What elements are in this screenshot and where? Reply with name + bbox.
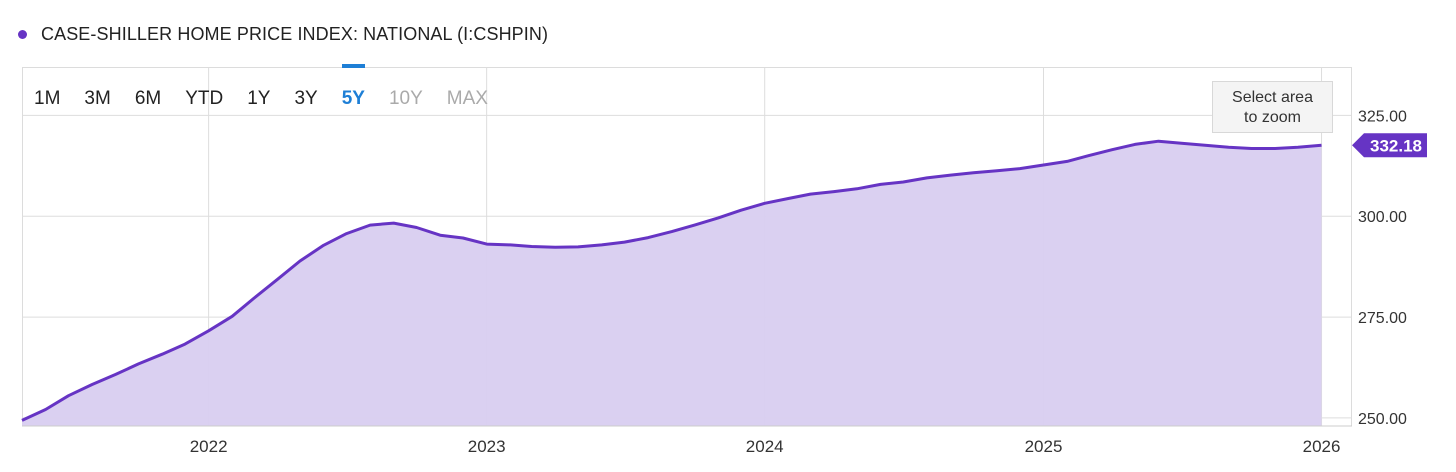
legend-dot-icon [18,30,27,39]
y-tick-label: 250.00 [1358,411,1407,428]
y-tick-label: 275.00 [1358,310,1407,327]
zoom-hint-line2: to zoom [1244,109,1301,126]
x-tick-label: 2023 [468,437,506,456]
x-tick-label: 2026 [1303,437,1341,456]
legend-label: CASE-SHILLER HOME PRICE INDEX: NATIONAL … [41,24,549,44]
zoom-hint-line1: Select area [1232,89,1313,106]
series-area [22,141,1322,426]
range-button-ytd[interactable]: YTD [173,64,235,118]
range-button-1m[interactable]: 1M [22,64,72,118]
x-tick-label: 2022 [190,437,228,456]
range-button-3m[interactable]: 3M [72,64,122,118]
range-button-10y[interactable]: 10Y [377,64,435,118]
chart-legend: CASE-SHILLER HOME PRICE INDEX: NATIONAL … [18,24,548,45]
range-selector: 1M 3M 6M YTD 1Y 3Y 5Y 10Y MAX [22,64,500,124]
series-line [21,139,1322,422]
range-button-1y[interactable]: 1Y [235,64,282,118]
range-button-5y[interactable]: 5Y [330,64,377,118]
x-tick-label: 2025 [1025,437,1063,456]
x-tick-label: 2024 [746,437,784,456]
y-tick-label: 300.00 [1358,209,1407,226]
range-button-3y[interactable]: 3Y [282,64,329,118]
range-button-max[interactable]: MAX [435,64,500,118]
range-button-6m[interactable]: 6M [123,64,173,118]
last-value-badge [1352,133,1427,158]
y-tick-label: 325.00 [1358,108,1407,125]
plot-frame [22,67,1352,426]
zoom-hint-button[interactable]: Select area to zoom [1212,81,1333,133]
last-value-label: 332.18 [1370,136,1422,155]
